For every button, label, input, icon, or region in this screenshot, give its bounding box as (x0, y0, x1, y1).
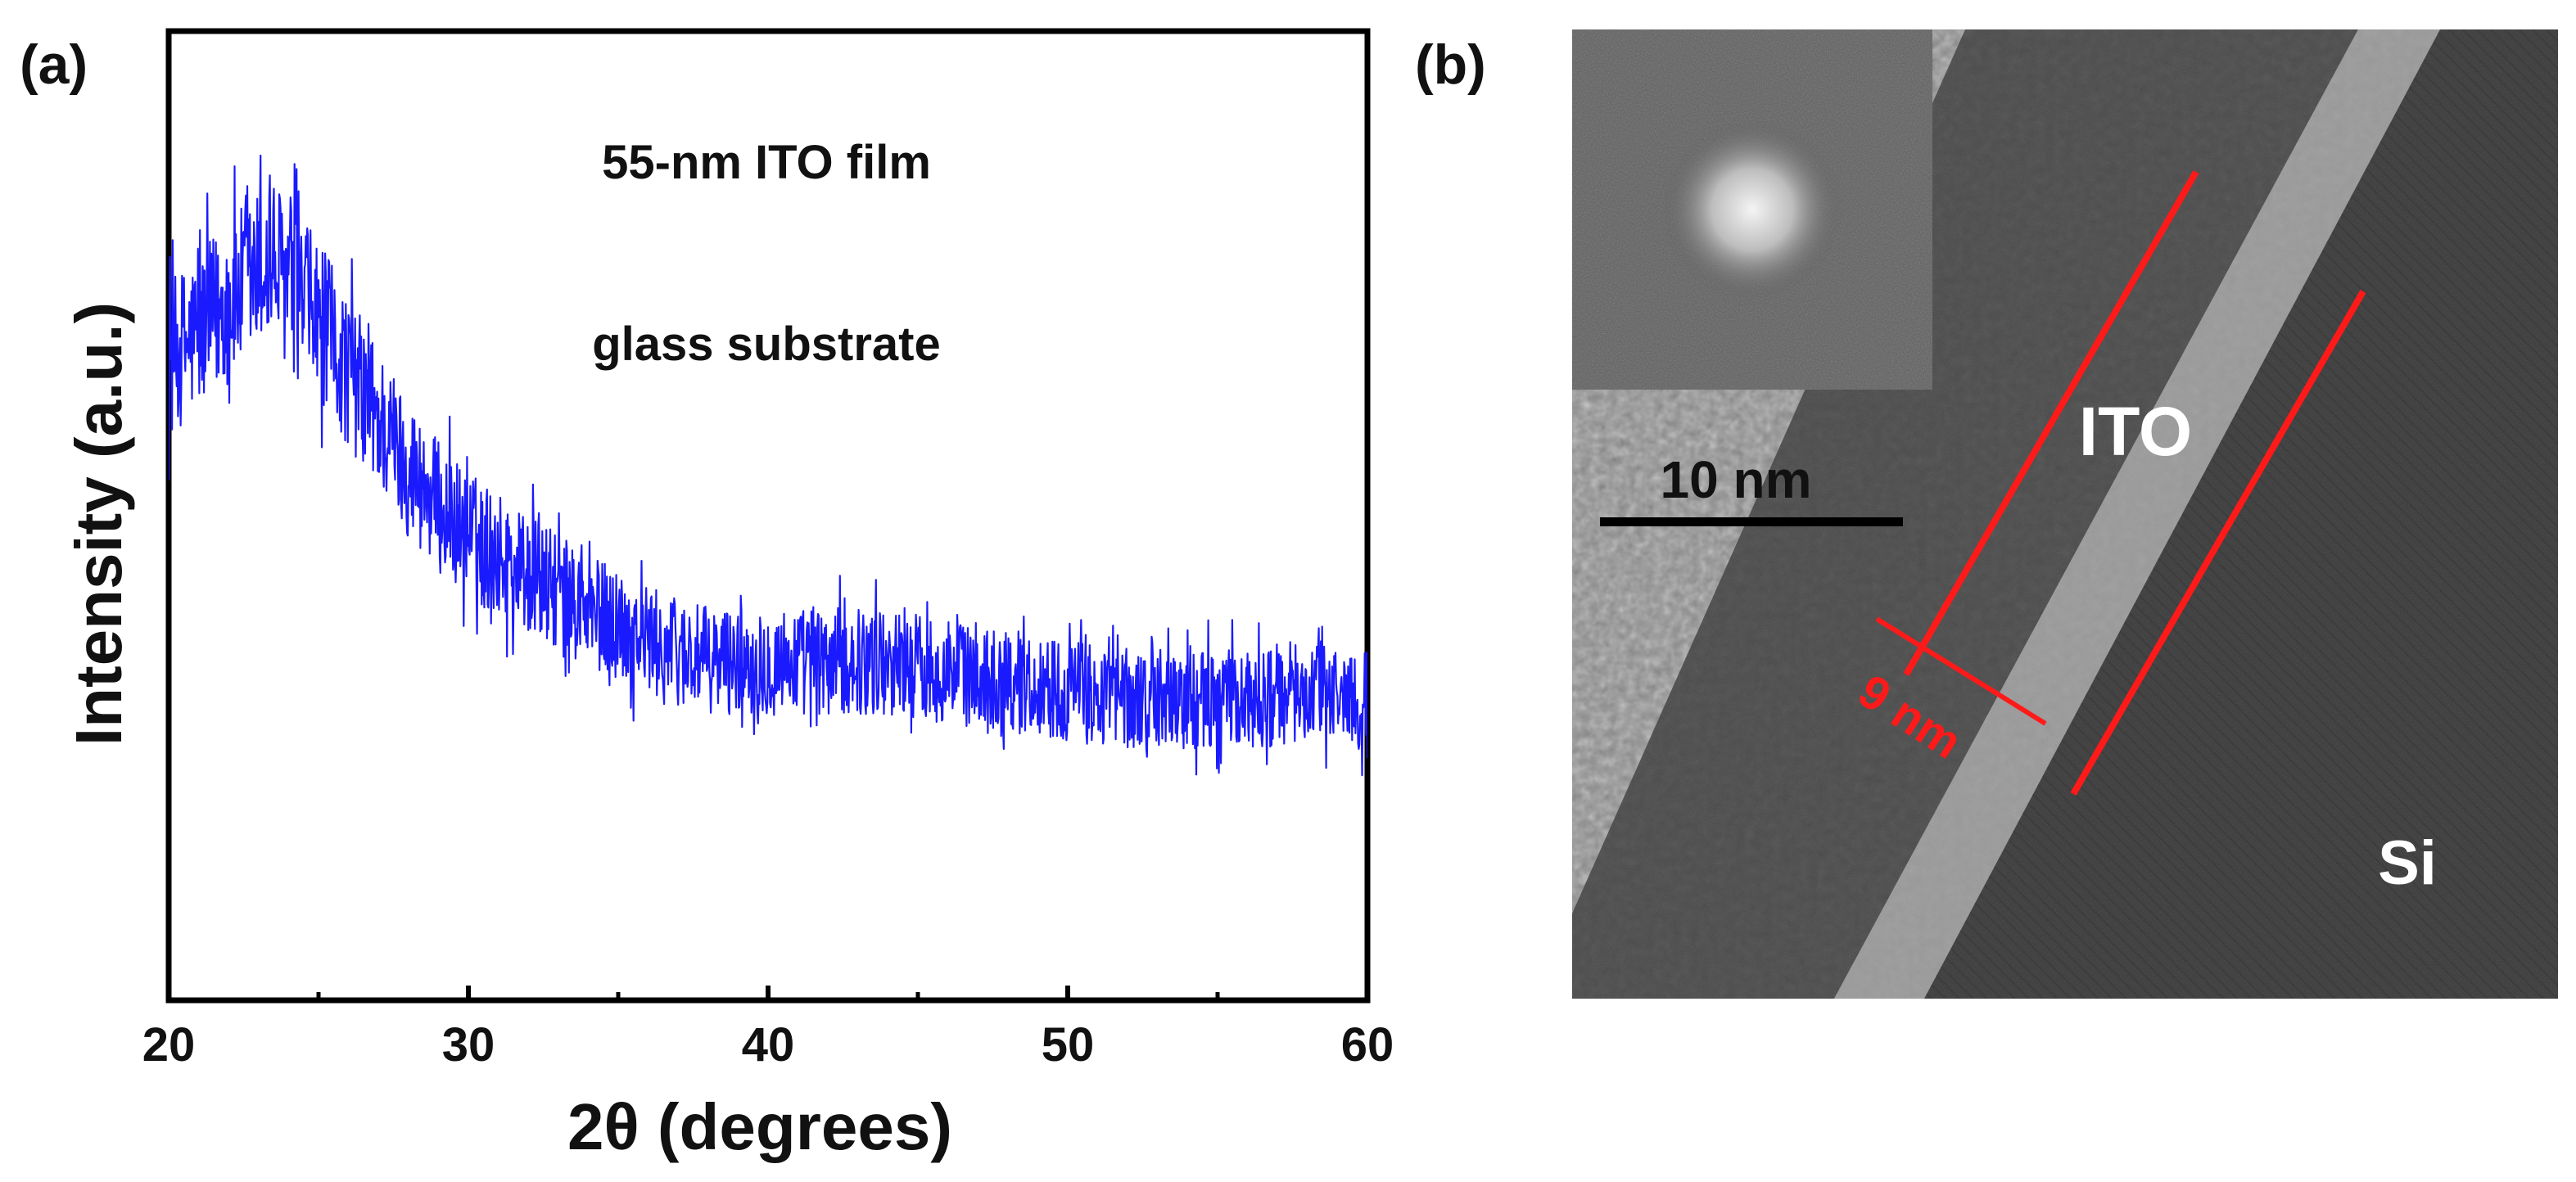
x-tick-label: 40 (742, 1018, 795, 1071)
si-label: Si (2378, 828, 2437, 898)
x-axis-label: 2θ (degrees) (567, 1090, 952, 1163)
panel-a-label: (a) (20, 34, 88, 96)
x-tick-label: 30 (442, 1018, 495, 1071)
scale-bar-label: 10 nm (1661, 450, 1812, 509)
annotation-film: 55-nm ITO film (602, 136, 931, 189)
scale-bar (1600, 517, 1903, 526)
xrd-series-line (169, 154, 1367, 777)
x-tick-label: 50 (1042, 1018, 1095, 1071)
fft-diffuse-ring (1662, 120, 1842, 300)
ito-bottom-boundary-line (2070, 290, 2366, 796)
x-tick-label: 60 (1341, 1018, 1394, 1071)
annotation-substrate: glass substrate (592, 318, 941, 371)
x-axis: 20 30 40 50 60 (142, 986, 1394, 1071)
ito-top-boundary-line (1903, 170, 2199, 676)
tem-image: 10 nm ITO Si 9 nm (1572, 29, 2558, 999)
panel-b-label: (b) (1415, 34, 1486, 96)
x-tick-label: 20 (142, 1018, 196, 1071)
series-layer (169, 154, 1367, 777)
xrd-chart: 20 30 40 50 60 55-nm ITO film glass substrat… (62, 28, 1394, 1163)
thickness-measure-line (1875, 616, 2047, 726)
y-axis-label: Intensity (a.u.) (62, 302, 135, 746)
ito-label: ITO (2079, 393, 2192, 470)
